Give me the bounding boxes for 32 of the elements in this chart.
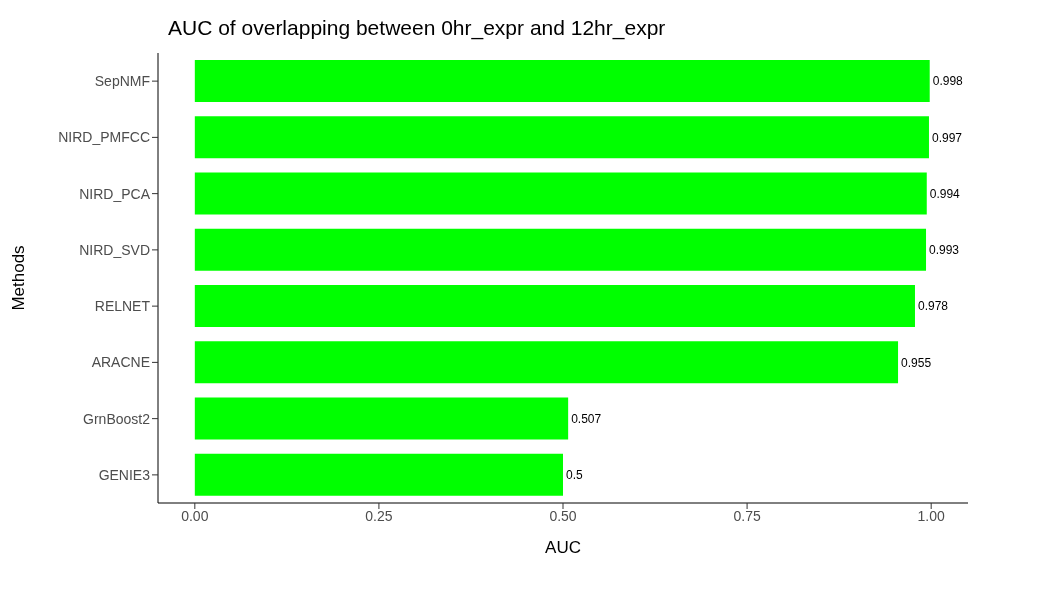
bar: [194, 172, 927, 215]
bar: [194, 453, 563, 496]
x-tick-label: 0.50: [549, 507, 577, 524]
y-tick-label: NIRD_SVD: [79, 241, 150, 258]
bar: [194, 285, 915, 327]
bar: [194, 116, 929, 159]
bar: [194, 228, 927, 271]
x-tick-label: 0.00: [181, 507, 209, 524]
x-axis-title: AUC: [545, 538, 581, 557]
chart-title: AUC of overlapping between 0hr_expr and 12hr_expr: [168, 15, 667, 42]
y-tick-label: GrnBoost2: [83, 410, 151, 427]
bar: [194, 60, 930, 102]
x-tick-label: 1.00: [917, 507, 946, 524]
data-label: 0.5: [566, 468, 584, 483]
x-tick-label: 0.75: [733, 507, 761, 524]
data-label: 0.993: [929, 243, 960, 258]
bar: [194, 397, 569, 440]
data-label: 0.998: [932, 74, 964, 89]
y-tick-label: NIRD_PCA: [79, 185, 151, 202]
data-label: 0.997: [931, 130, 963, 145]
data-label: 0.994: [929, 186, 961, 201]
data-label: 0.507: [571, 411, 602, 426]
y-tick-label: NIRD_PMFCC: [58, 129, 150, 146]
x-tick-label: 0.25: [365, 507, 393, 524]
data-label: 0.978: [917, 299, 949, 314]
y-tick-label: SepNMF: [94, 73, 150, 90]
y-tick-label: GENIE3: [98, 466, 151, 483]
bar: [194, 341, 899, 384]
y-axis-title: Methods: [9, 245, 29, 311]
y-tick-label: RELNET: [94, 298, 151, 315]
y-tick-label: ARACNE: [91, 354, 150, 371]
data-label: 0.955: [901, 355, 932, 370]
